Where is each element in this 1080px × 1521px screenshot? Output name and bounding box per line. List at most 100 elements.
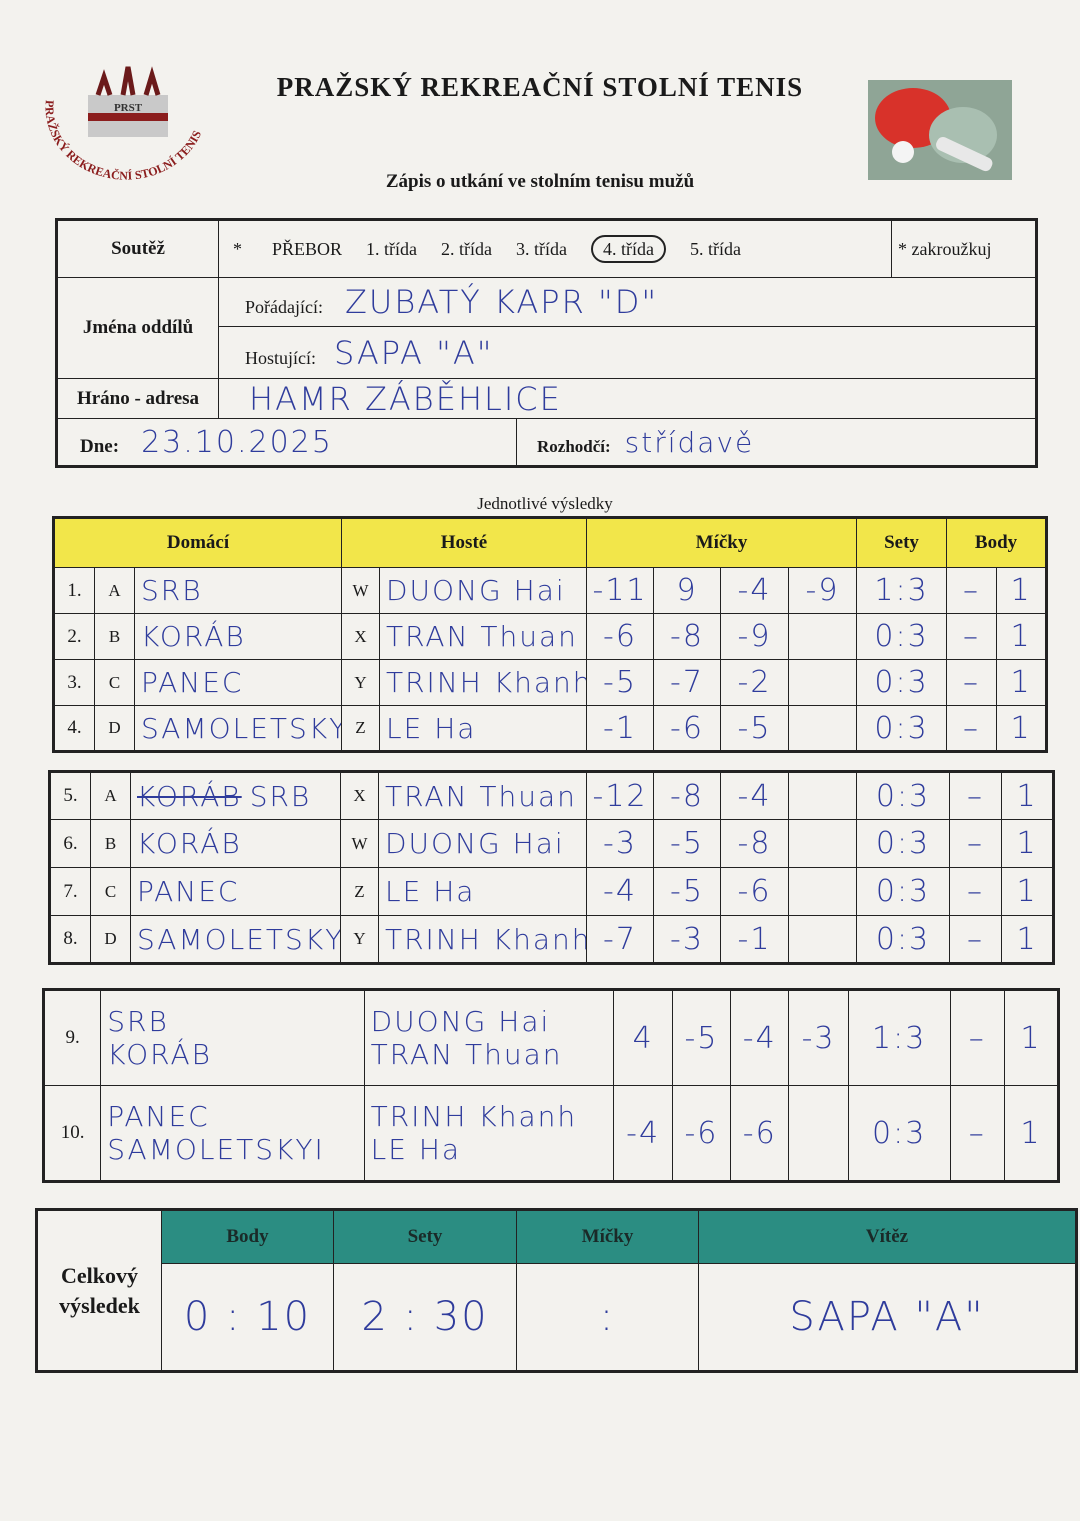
guest-letter: Y [341,659,380,706]
ball-score: -8 [653,613,721,660]
label: Dne: [80,435,120,457]
label: Hostující: [245,347,316,368]
guest-player: LE Ha [379,705,587,752]
ball-score: -4 [720,567,789,614]
guest-player-name: LE Ha [385,875,476,908]
total-value: SAPA "A" [698,1263,1077,1372]
marker: * [233,238,242,259]
results-title: Jednotlivé výsledky [477,494,613,513]
header-row: Domácí Hosté Míčky Sety Body [53,517,1048,568]
sets: 0:3 [856,819,950,868]
option: 3. třída [516,238,568,259]
table: 5. A KORÁB SRB X TRAN Thuan -12 -8 -4 0:3–1 6. B KOR… [48,770,1055,965]
match-row: 9. SRB KORÁB DUONG Hai TRAN Thuan 4 -5 -4 -3 1:3–… [42,989,1060,1086]
home-player-name: SAMOLETSKYI [141,711,342,745]
ball-score: -2 [720,659,789,706]
guest-player-name: TRINH Khanh [385,922,587,956]
sets: 0:3 [856,915,950,964]
points: 1 [996,659,1048,706]
ball-score: -6 [586,613,654,660]
match-row: 6. B KORÁB W DUONG Hai -3 -5 -8 0:3–1 [49,819,1054,868]
home-player-name: KORÁB [137,827,242,860]
sets: 0:3 [856,771,950,820]
home-player: PANEC SAMOLETSKYI [100,1085,365,1182]
home-letter: B [94,613,135,660]
home-player: SAMOLETSKYI [130,915,341,964]
options: * PŘEBOR 1. třída 2. třída 3. třída 4. třída 5… [218,219,892,278]
row: Dne: 23.10.2025 Rozhodčí: střídavě [56,418,1037,467]
value: HAMR ZÁBĚHLICE [218,378,1037,419]
note: * zakroužkuj [891,219,1037,278]
sets: 0:3 [856,867,950,916]
guest-player-name: DUONG Hai [370,1005,551,1038]
ball-score-empty [788,915,857,964]
guest-player: TRINH Khanh [379,659,587,706]
label: Hráno - adresa [56,378,219,419]
guest-letter: Z [341,705,380,752]
option: 2. třída [441,238,493,259]
ball-score-empty [787,705,858,752]
ball-score-empty [788,771,857,820]
match-row: 10. PANEC SAMOLETSKYI TRINH Khanh LE Ha -4 -6-… [42,1085,1060,1182]
ball-score: -11 [586,567,654,614]
label: Rozhodčí: [537,436,611,456]
ball-score: -7 [653,659,721,706]
total-value: : [516,1263,699,1372]
sets: 0:3 [856,659,948,706]
home-letter: D [94,705,135,752]
points: – [949,771,1002,820]
row: 0 : 10 2 : 30: SAPA "A" [37,1263,1077,1372]
ball-score: -6 [730,1085,790,1182]
guest-player: TRAN Thuan [379,613,587,660]
home-player-name: PANEC [137,875,240,908]
ball-score: -8 [720,819,789,868]
table-tennis-picture [868,80,1012,180]
home-player: SRB KORÁB [100,989,365,1086]
sets: 1:3 [856,567,948,614]
ball-score: -12 [586,771,654,820]
match-number: 3. [53,659,95,706]
match-number: 5. [49,771,91,820]
option: 4. třída [591,234,667,263]
ball-score: -4 [720,771,789,820]
guest-player: TRAN Thuan [378,771,587,820]
points: 1 [1001,819,1054,868]
points: – [949,915,1002,964]
home-player-name: KORÁB [107,1038,212,1071]
home-player: SAMOLETSKYI [134,705,342,752]
ball-score: -4 [613,1085,673,1182]
table: Domácí Hosté Míčky Sety Body 1. A SRB W DUONG Hai… [52,516,1049,753]
table: Soutěž * PŘEBOR 1. třída 2. třída 3. třída 4. … [55,218,1038,468]
ball-score: -4 [730,989,790,1086]
home-player: PANEC [130,867,341,916]
home-player: SRB [134,567,342,614]
points: – [946,705,998,752]
logo: PRST PRAŽSKÝ REKREAČNÍ STOLNÍ TENIS [42,66,204,183]
ball-score: 9 [653,567,721,614]
match-number: 8. [49,915,91,964]
guest-player-name: TRAN Thuan [385,779,577,813]
points: 1 [1003,989,1060,1086]
column-header: Míčky [585,517,858,568]
match-row: 1. A SRB W DUONG Hai -11 9 -4 -9 1:3–1 [53,567,1048,614]
home-player: PANEC [134,659,342,706]
home-team: Pořádající: ZUBATÝ KAPR "D" [218,277,1037,327]
guest-player: DUONG Hai [379,567,587,614]
total-value: 0 : 10 [161,1263,334,1372]
table: Celkový výsledek Body Sety Míčky Vítěz 0 : 10… [35,1208,1078,1373]
points: – [949,1085,1005,1182]
value: ZUBATÝ KAPR "D" [344,283,659,321]
guest-player: DUONG Hai [378,819,587,868]
total-header: Vítěz [698,1209,1077,1264]
points: 1 [1003,1085,1060,1182]
guest-letter: X [341,613,380,660]
guest-player: TRINH Khanh LE Ha [363,1085,615,1182]
guest-player-name: TRAN Thuan [370,1038,563,1071]
match-number: 10. [42,1085,102,1182]
value: 23.10.2025 [141,424,333,460]
points: – [946,613,998,660]
ball-score: -8 [653,771,721,820]
points: 1 [996,613,1048,660]
column-header: Sety [856,517,948,568]
sets: 0:3 [856,613,948,660]
